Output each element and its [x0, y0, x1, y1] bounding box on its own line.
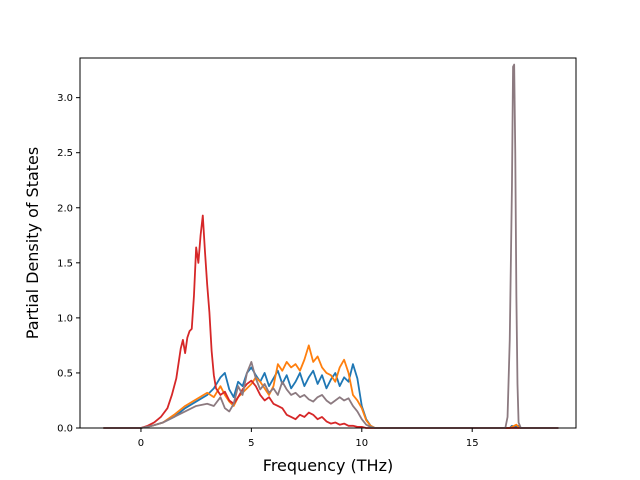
x-tick-label: 10 [355, 438, 368, 449]
series-line-4 [103, 63, 559, 429]
y-tick-label: 0.0 [57, 424, 73, 435]
plot-area [80, 58, 576, 428]
y-tick-label: 2.0 [57, 203, 73, 214]
y-tick-label: 1.0 [57, 313, 73, 324]
y-ticks: 0.0 0.5 1.0 1.5 2.0 2.5 3.0 [57, 93, 80, 435]
x-axis-title: Frequency (THz) [263, 456, 393, 475]
plot-frame [79, 57, 577, 429]
y-axis-title: Partial Density of States [23, 147, 42, 339]
series-line-3 [103, 214, 559, 429]
y-tick-label: 3.0 [57, 93, 73, 104]
x-tick-label: 15 [466, 438, 479, 449]
y-tick-label: 1.5 [57, 258, 73, 269]
y-tick-label: 2.5 [57, 148, 73, 159]
x-tick-label: 5 [248, 438, 254, 449]
y-tick-label: 0.5 [57, 368, 73, 379]
x-ticks: 0 5 10 15 [138, 428, 479, 449]
x-tick-label: 0 [138, 438, 144, 449]
